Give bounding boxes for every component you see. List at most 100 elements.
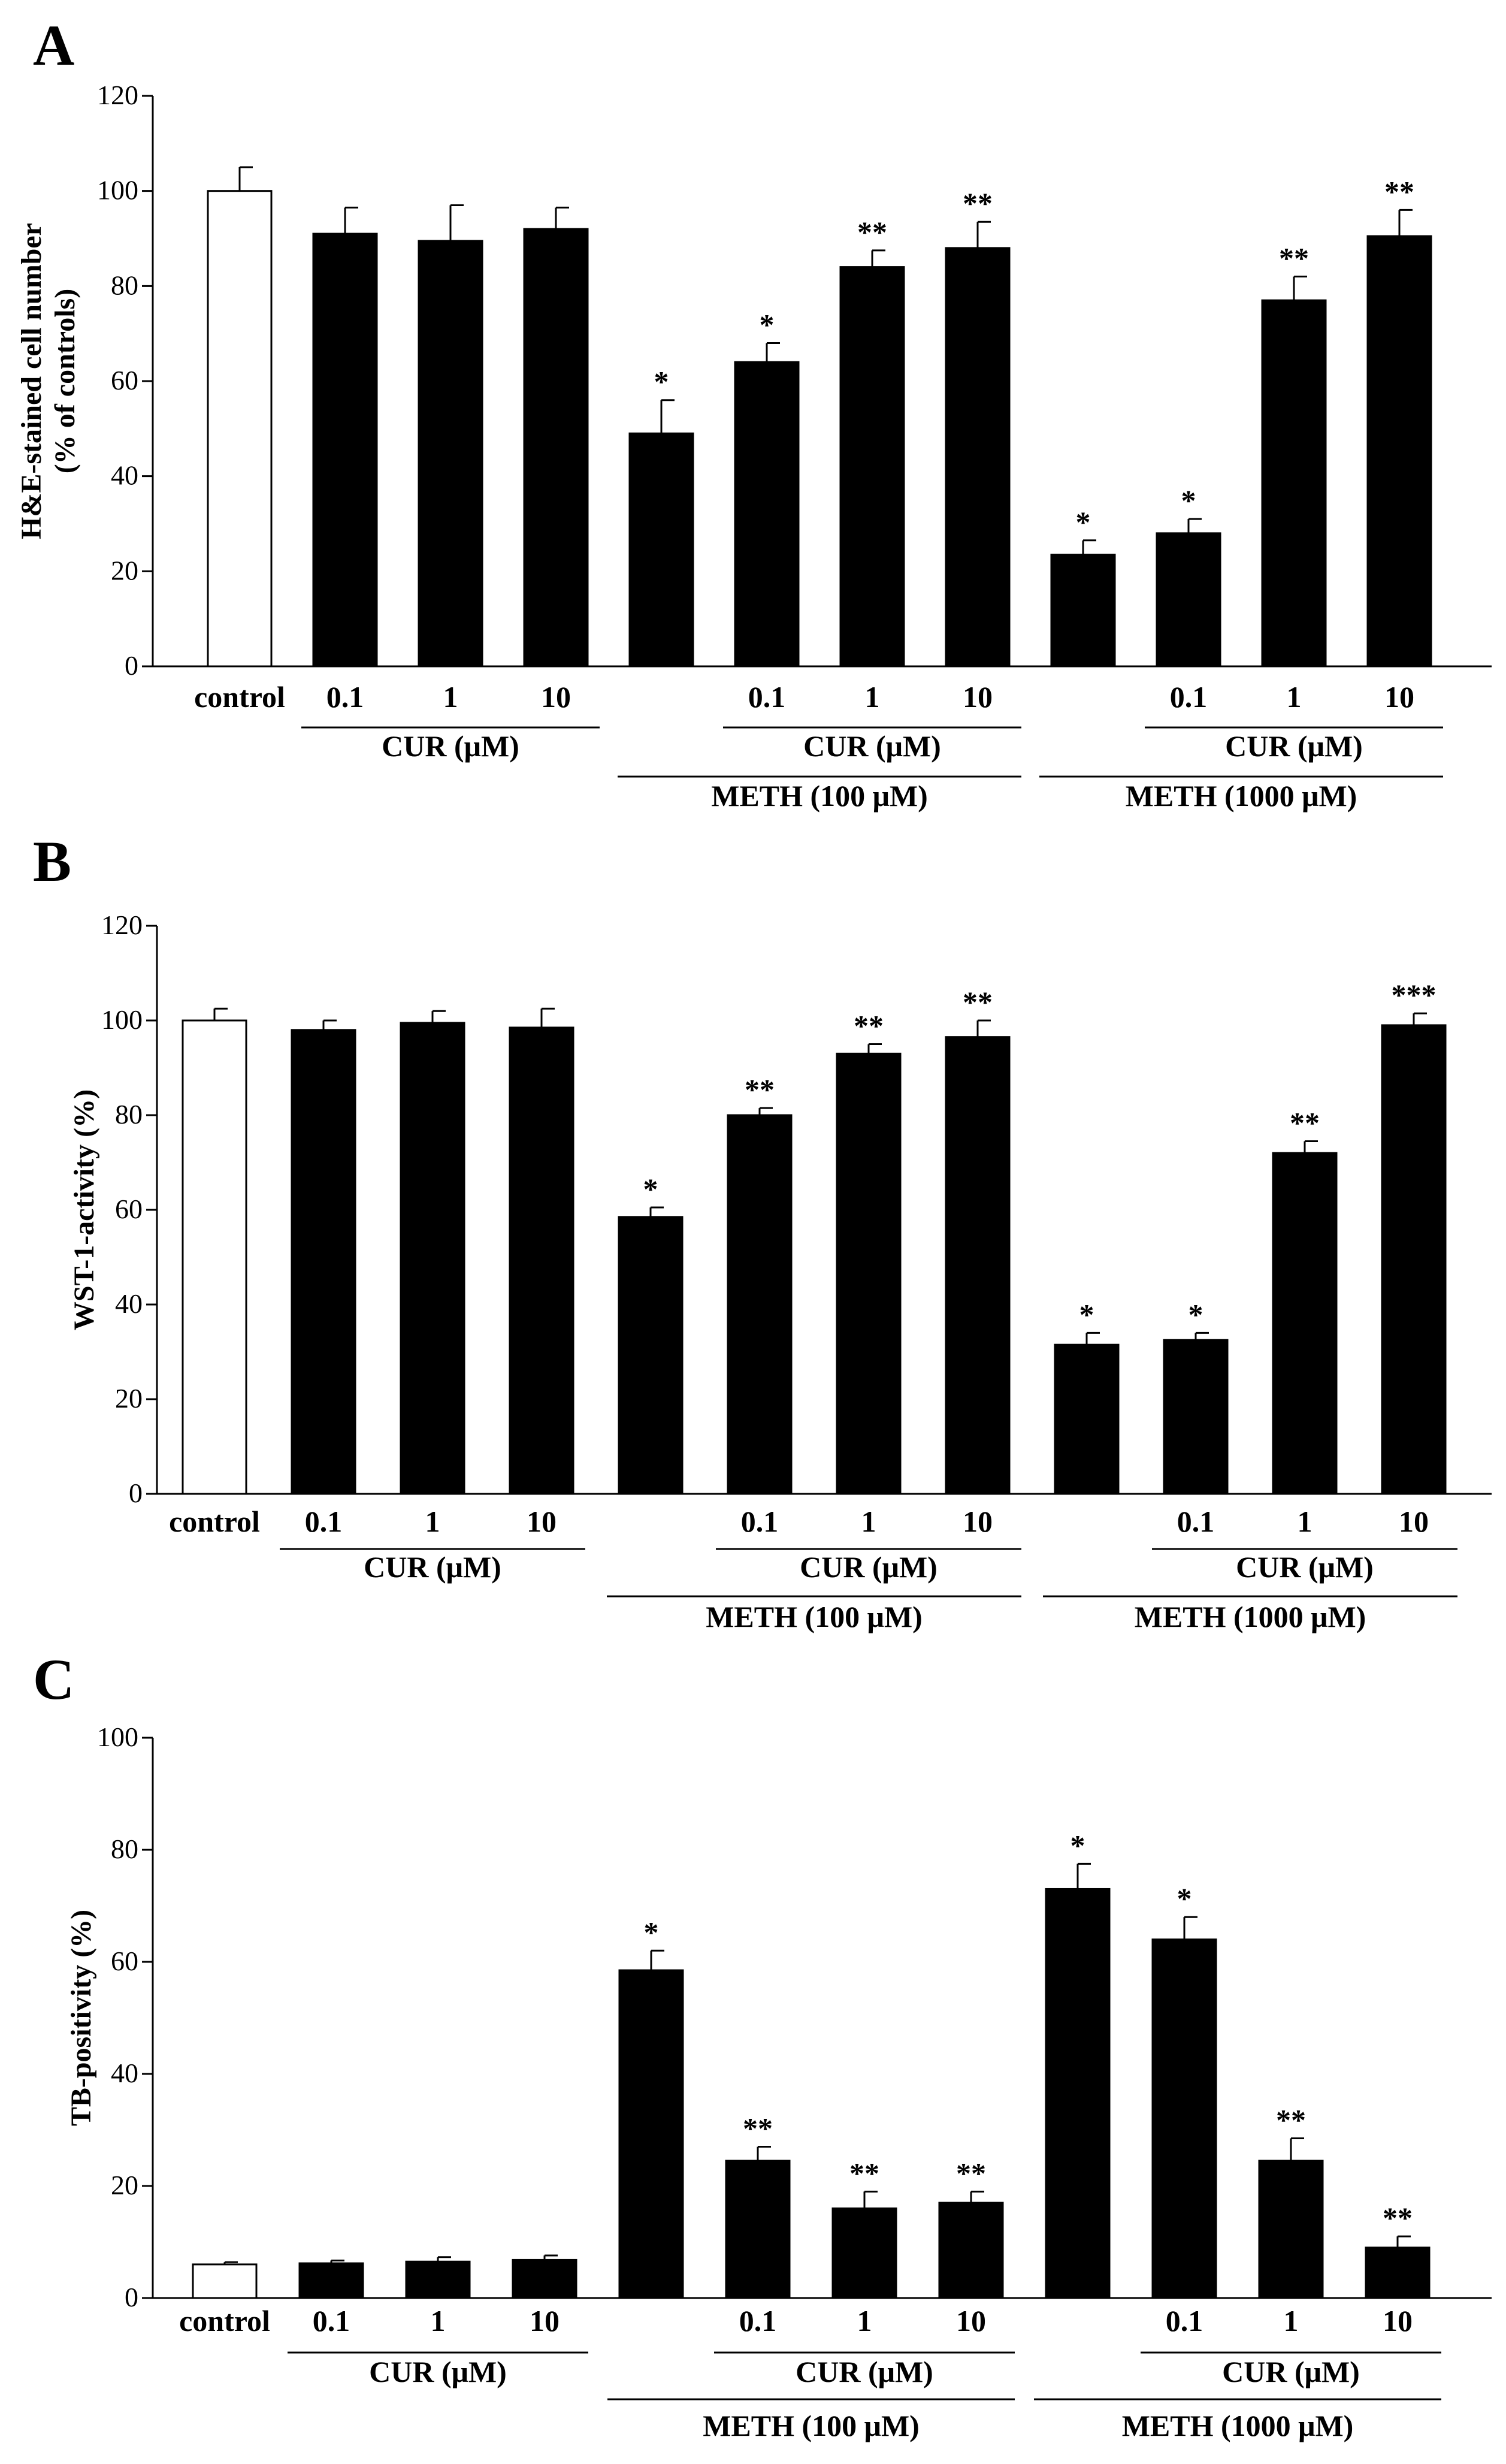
category-label: 10 [963, 1505, 993, 1538]
bar [1151, 1938, 1217, 2299]
y-tick-label: 0 [129, 1478, 143, 1508]
bar [312, 232, 378, 668]
category-label: 0.1 [1166, 2304, 1203, 2338]
category-label: 1 [1284, 2304, 1299, 2338]
group-label: METH (100 μM) [706, 1600, 923, 1633]
significance-marker: * [1079, 1297, 1094, 1331]
category-label: 1 [865, 680, 880, 714]
y-axis-label: WST-1-activity (%) [68, 1089, 100, 1330]
y-tick-label: 100 [101, 1004, 143, 1035]
category-label: 1 [425, 1505, 440, 1538]
y-tick-label: 60 [111, 365, 138, 395]
y-tick-label: 120 [101, 910, 143, 940]
significance-marker: ** [854, 1009, 884, 1043]
category-label: 0.1 [739, 2304, 777, 2338]
significance-marker: * [1189, 1297, 1203, 1331]
bar [1045, 1888, 1111, 2299]
bar [628, 432, 694, 668]
y-tick-label: 20 [111, 555, 138, 585]
significance-marker: ** [849, 2156, 879, 2190]
bar [734, 361, 800, 668]
group-label: METH (1000 μM) [1135, 1600, 1366, 1633]
significance-marker: * [643, 1172, 658, 1206]
group-label: METH (1000 μM) [1122, 2409, 1354, 2442]
panel-letter: A [33, 13, 74, 77]
significance-marker: * [1177, 1882, 1192, 1915]
y-tick-label: 100 [97, 175, 138, 206]
significance-marker: * [1070, 1828, 1085, 1862]
bar [1054, 1343, 1120, 1495]
bar [523, 228, 589, 668]
bar [1258, 2160, 1324, 2299]
bar [1365, 2246, 1431, 2299]
significance-marker: * [644, 1915, 659, 1949]
bar [418, 240, 483, 668]
significance-marker: ** [963, 985, 993, 1019]
category-label: 1 [861, 1505, 876, 1538]
bar [839, 266, 905, 668]
chart-panel-c: C 0 20 40 60 80 100 TB-positivity (%) control 0.1… [33, 1647, 1492, 2442]
group-label: METH (100 μM) [703, 2409, 920, 2442]
bar [938, 2202, 1004, 2299]
bar [945, 247, 1011, 668]
bar [509, 1026, 574, 1495]
bar [1272, 1152, 1338, 1495]
y-axis-label-line: (% of controls) [49, 289, 81, 473]
y-tick-label: 0 [125, 2282, 138, 2312]
bar [1261, 299, 1327, 668]
significance-marker: * [1181, 484, 1196, 517]
y-tick-label: 80 [111, 1834, 138, 1864]
y-tick-label: 40 [111, 2058, 138, 2088]
category-label: 1 [431, 2304, 446, 2338]
category-label: 10 [956, 2304, 986, 2338]
category-label: 0.1 [748, 680, 786, 714]
y-tick-label: 100 [97, 1722, 138, 1752]
bar [1366, 235, 1432, 668]
category-label: 10 [530, 2304, 560, 2338]
category-label: 10 [963, 680, 993, 714]
bar [182, 1019, 247, 1495]
bar [618, 1216, 684, 1495]
significance-marker: * [1076, 505, 1091, 539]
chart-panel-a: A 0 20 40 60 80 100 120 H&E-stained cell number(… [16, 13, 1492, 813]
bar [1163, 1339, 1229, 1495]
bar [725, 2160, 791, 2299]
bar [512, 2258, 577, 2299]
y-axis-label: TB-positivity (%) [65, 1910, 97, 2126]
category-label: 0.1 [313, 2304, 350, 2338]
y-axis-label: H&E-stained cell number (% of controls) [16, 223, 81, 539]
y-tick-label: 80 [115, 1099, 143, 1130]
significance-marker: ** [1276, 2103, 1306, 2137]
bar [192, 2263, 258, 2299]
bar [298, 2262, 364, 2299]
category-label: 10 [1384, 680, 1414, 714]
chart-panel-b: B 0 20 40 60 80 100 120 WST-1-activity (%) contro… [33, 829, 1492, 1633]
significance-marker: ** [956, 2156, 986, 2190]
panel-letter: B [33, 829, 71, 893]
category-label: 0.1 [305, 1505, 343, 1538]
category-label: 0.1 [741, 1505, 779, 1538]
bar [405, 2260, 471, 2299]
significance-marker: * [654, 365, 669, 398]
significance-marker: ** [1384, 174, 1414, 208]
significance-marker: ** [743, 2112, 773, 2145]
group-label: CUR (μM) [1236, 1550, 1374, 1584]
category-label: 10 [1399, 1505, 1429, 1538]
category-label: 10 [541, 680, 571, 714]
category-label: 10 [527, 1505, 557, 1538]
bar [1156, 532, 1221, 668]
y-tick-label: 40 [111, 460, 138, 491]
bar [831, 2207, 897, 2299]
category-label: 0.1 [1177, 1505, 1215, 1538]
bar [291, 1029, 356, 1495]
bar [727, 1114, 793, 1495]
group-label: CUR (μM) [803, 729, 941, 763]
category-label: 1 [1287, 680, 1302, 714]
category-label: 10 [1383, 2304, 1413, 2338]
bar [400, 1022, 465, 1495]
y-axis-label-line: TB-positivity (%) [65, 1910, 97, 2126]
category-label: control [169, 1505, 260, 1538]
group-label: CUR (μM) [800, 1550, 938, 1584]
